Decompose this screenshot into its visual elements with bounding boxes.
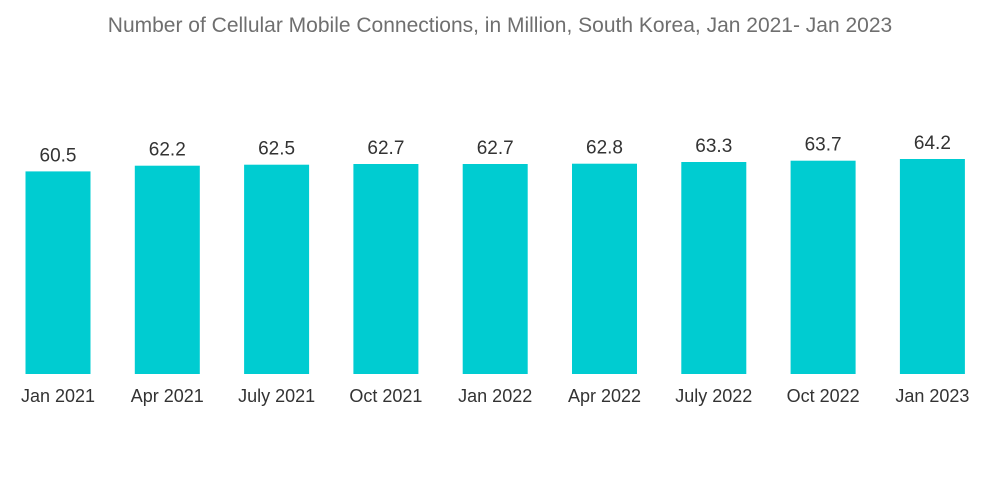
bar [899,159,965,374]
x-tick-label: July 2022 [675,386,752,406]
bar [353,164,419,374]
bar-value-label: 62.2 [149,140,186,161]
x-tick-label: Apr 2021 [131,386,204,406]
bar [681,162,747,374]
bar-value-label: 62.5 [258,139,295,160]
bar-value-label: 62.7 [367,138,404,159]
bar-value-label: 62.8 [586,138,623,159]
x-tick-label: Oct 2021 [349,386,422,406]
bar-value-label: 62.7 [477,138,514,159]
x-tick-label: Jan 2023 [895,386,969,406]
value-labels-group: 60.5 62.2 62.5 62.7 62.7 62.8 63.3 63.7 64.2 [40,133,951,166]
bar-value-label: 63.3 [695,136,732,157]
x-tick-label: July 2021 [238,386,315,406]
bar [790,160,856,374]
bar [25,171,91,374]
x-tick-label: Jan 2022 [458,386,532,406]
x-tick-label: Jan 2021 [21,386,95,406]
bar [572,163,637,374]
x-axis-tick-labels: Jan 2021 Apr 2021 July 2021 Oct 2021 Jan 202… [21,386,969,406]
bar-value-label: 60.5 [40,145,77,166]
bars-group [25,159,965,374]
chart-title: Number of Cellular Mobile Connections, i… [107,14,893,37]
bar [462,164,528,374]
x-tick-label: Oct 2022 [787,386,860,406]
bar [244,164,310,374]
bar-value-label: 64.2 [914,133,951,154]
bar-value-label: 63.7 [805,135,842,156]
bar [134,165,200,374]
x-tick-label: Apr 2022 [568,386,641,406]
